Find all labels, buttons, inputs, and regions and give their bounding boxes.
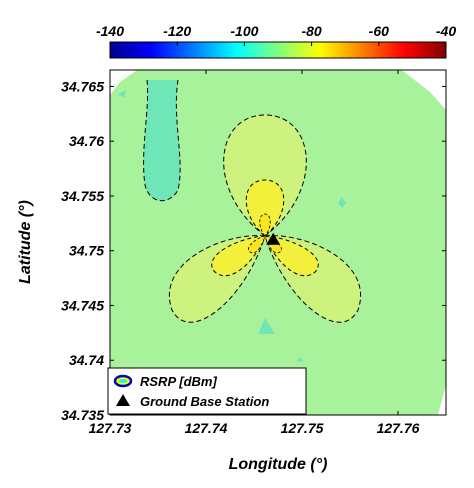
plot-area: [109, 69, 447, 416]
x-tick-label: 127.76: [377, 420, 420, 436]
legend-rsrp-icon: [113, 374, 133, 388]
colorbar-tick-label: -40: [436, 23, 456, 39]
low-signal-patch-south: [258, 318, 275, 334]
colorbar-tick-label: -60: [369, 23, 389, 39]
y-tick-label: 34.74: [69, 352, 104, 368]
colorbar-tick-label: -120: [163, 23, 191, 39]
y-tick-label: 34.755: [61, 188, 104, 204]
legend: RSRP [dBm] Ground Base Station: [107, 367, 307, 415]
y-tick-label: 34.765: [61, 78, 104, 94]
peak-lobe-north: [259, 213, 271, 237]
low-signal-patch-southeast: [296, 357, 303, 362]
contour-northwest: [143, 79, 181, 202]
legend-base-station-icon: [116, 394, 130, 406]
plot-frame: [109, 69, 447, 416]
y-tick-label: 34.76: [69, 133, 104, 149]
low-signal-patch-left: [118, 90, 126, 98]
inner-lobe-north: [245, 179, 285, 237]
colorbar-tick-label: -80: [301, 23, 321, 39]
coverage-lobe-north: [223, 114, 307, 237]
x-axis-ticks: 127.73 127.74 127.75 127.76: [89, 70, 420, 436]
y-tick-label: 34.745: [61, 297, 104, 313]
colorbar-tick-label: -140: [96, 23, 124, 39]
y-axis-label: Latitude (°): [17, 200, 34, 284]
ground-base-station-marker: [266, 232, 281, 245]
x-tick-label: 127.73: [89, 420, 132, 436]
y-tick-label: 34.75: [69, 243, 104, 259]
legend-rsrp-label: RSRP [dBm]: [140, 374, 217, 389]
low-signal-patch-east: [338, 197, 346, 208]
x-axis-label: Longitude (°): [229, 456, 328, 473]
colorbar-ticks: -140 -120 -100 -80 -60 -40: [96, 23, 456, 46]
x-tick-label: 127.75: [281, 420, 324, 436]
colorbar-tick-label: -100: [230, 23, 258, 39]
peak-lobe-southwest: [248, 235, 266, 254]
low-signal-region-northwest: [143, 80, 181, 201]
y-tick-label: 34.735: [61, 407, 104, 423]
y-axis-ticks: 34.735 34.74 34.745 34.75 34.755 34.76 34.765: [61, 78, 446, 423]
x-tick-label: 127.74: [185, 420, 228, 436]
colorbar: [109, 41, 447, 59]
legend-box: [107, 367, 307, 415]
legend-base-station-label: Ground Base Station: [140, 394, 269, 409]
